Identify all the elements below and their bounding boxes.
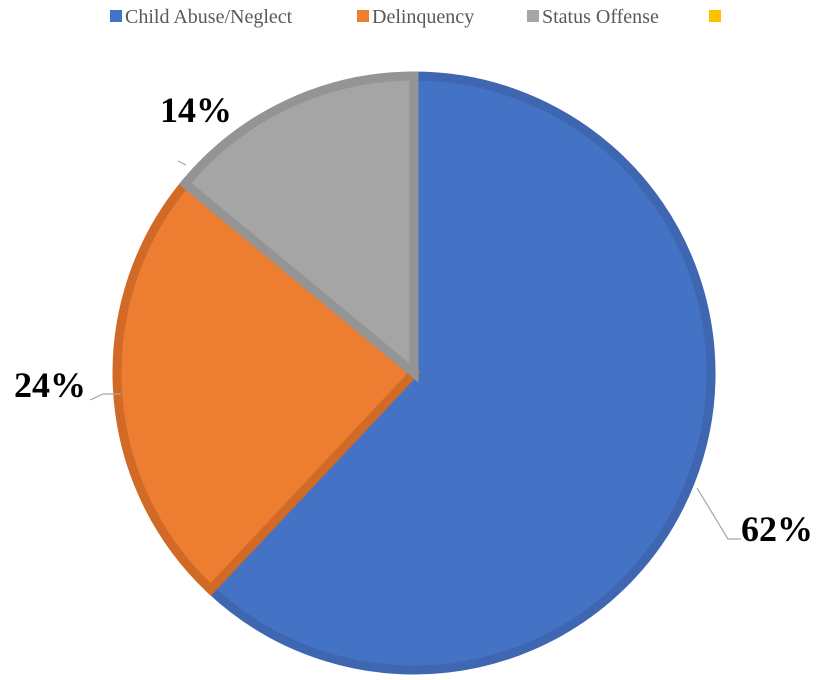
leader-line-status-offense	[177, 160, 187, 166]
legend-label-child-abuse-neglect: Child Abuse/Neglect	[125, 6, 293, 28]
legend-swatch-unnamed	[709, 10, 721, 22]
pie-slice-status-offense	[178, 71, 419, 383]
legend-swatch-child-abuse-neglect	[110, 10, 122, 22]
data-label-delinquency: 24%	[14, 365, 86, 405]
legend-swatch-delinquency	[357, 10, 369, 22]
leader-lines	[89, 160, 741, 540]
pie-slice-delinquency	[112, 177, 421, 596]
pie-slice-child-abuse-neglect	[204, 71, 716, 675]
leader-line-child-abuse-neglect	[696, 487, 741, 540]
leader-line-delinquency	[89, 393, 121, 401]
legend-label-status-offense: Status Offense	[542, 6, 659, 28]
data-label-status-offense: 14%	[160, 90, 232, 130]
legend-label-delinquency: Delinquency	[372, 6, 474, 28]
chart-legend: Child Abuse/Neglect Delinquency Status Off…	[110, 6, 721, 28]
data-label-child-abuse-neglect: 62%	[741, 509, 813, 549]
pie-slices	[112, 71, 716, 675]
legend-swatch-status-offense	[527, 10, 539, 22]
data-labels: 62% 24% 14%	[14, 90, 813, 549]
